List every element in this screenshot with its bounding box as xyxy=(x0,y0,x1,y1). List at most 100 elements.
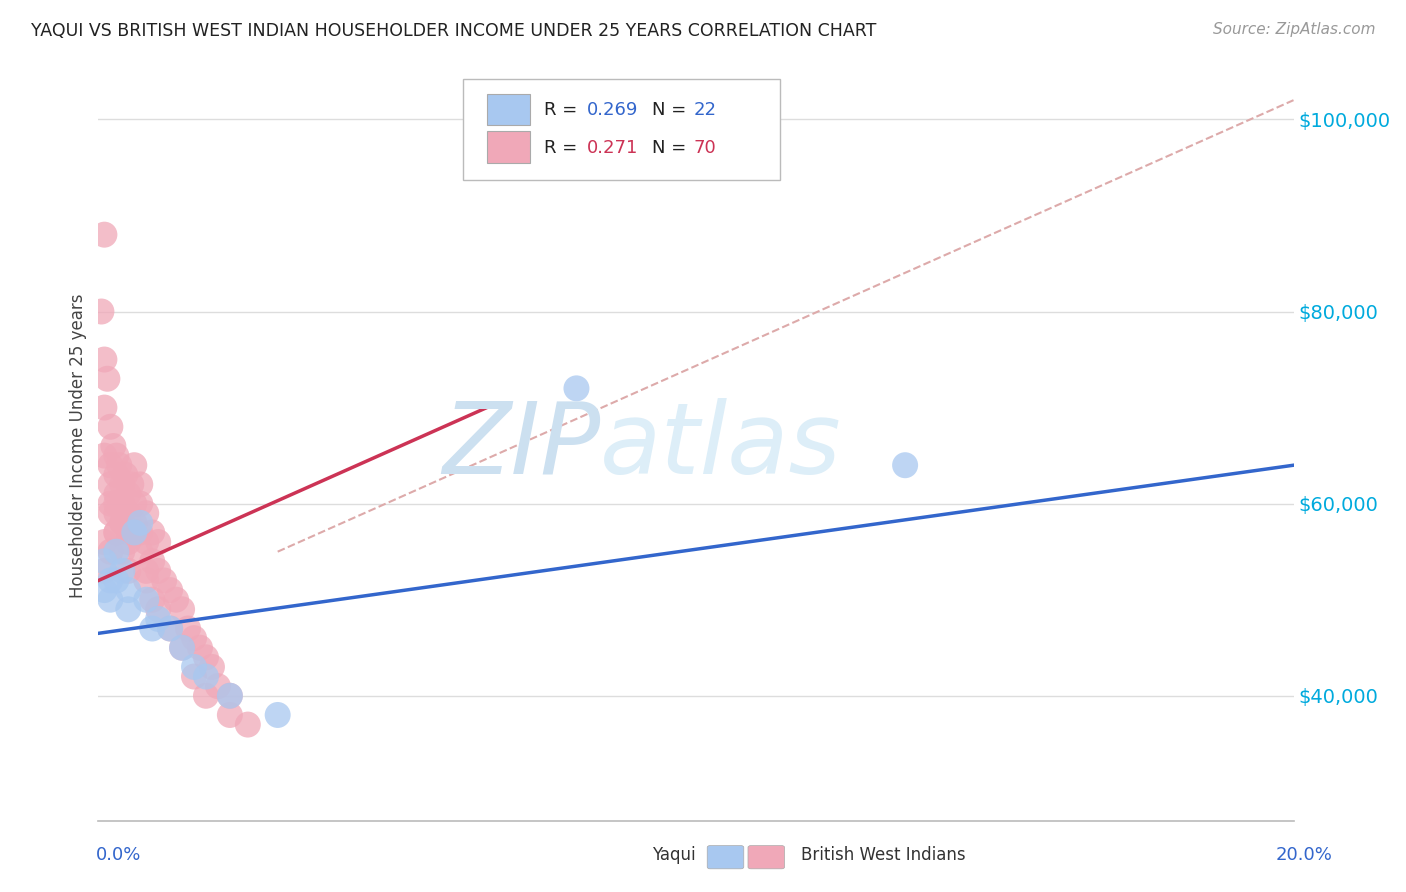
Point xyxy=(219,689,242,703)
Point xyxy=(159,583,181,598)
FancyBboxPatch shape xyxy=(486,131,530,162)
Point xyxy=(117,564,139,578)
Point xyxy=(183,660,205,674)
Point xyxy=(90,304,112,318)
Text: 20.0%: 20.0% xyxy=(1277,846,1333,863)
Point xyxy=(141,622,163,636)
Point xyxy=(195,650,218,665)
Point xyxy=(105,449,128,463)
Point xyxy=(124,516,146,530)
Point xyxy=(93,554,115,568)
Point xyxy=(117,602,139,616)
Text: 0.269: 0.269 xyxy=(588,102,638,120)
Point xyxy=(135,535,157,549)
Point xyxy=(153,574,176,588)
Point xyxy=(117,535,139,549)
Point xyxy=(129,497,152,511)
Point xyxy=(111,564,134,578)
Point xyxy=(111,544,134,558)
Point xyxy=(159,622,181,636)
Point xyxy=(172,602,194,616)
Point xyxy=(105,544,128,558)
Text: 70: 70 xyxy=(693,139,716,157)
Point xyxy=(219,708,242,723)
Text: Source: ZipAtlas.com: Source: ZipAtlas.com xyxy=(1212,22,1375,37)
Point xyxy=(98,592,122,607)
Point xyxy=(98,506,122,520)
Point xyxy=(207,679,229,693)
Point xyxy=(267,708,290,723)
Point xyxy=(135,592,157,607)
Point xyxy=(236,717,259,731)
Point xyxy=(129,544,152,558)
Point xyxy=(98,544,122,558)
Text: R =: R = xyxy=(544,102,583,120)
Point xyxy=(93,401,115,415)
Point xyxy=(159,622,181,636)
Point xyxy=(565,381,588,395)
Point xyxy=(98,419,122,434)
Point xyxy=(129,516,152,530)
Point xyxy=(114,467,136,482)
Point xyxy=(135,574,157,588)
Text: 0.0%: 0.0% xyxy=(96,846,141,863)
Point xyxy=(172,640,194,655)
Point xyxy=(105,525,128,540)
Point xyxy=(117,487,139,501)
Point xyxy=(148,564,170,578)
Point xyxy=(93,583,115,598)
Text: Yaqui: Yaqui xyxy=(652,846,696,863)
Point xyxy=(124,525,146,540)
Point xyxy=(165,592,187,607)
FancyBboxPatch shape xyxy=(486,94,530,125)
Point xyxy=(195,669,218,683)
Point xyxy=(183,669,205,683)
Point xyxy=(98,497,122,511)
Point xyxy=(141,554,163,568)
Text: R =: R = xyxy=(544,139,583,157)
Point xyxy=(93,449,115,463)
Point xyxy=(111,516,134,530)
Point xyxy=(105,467,128,482)
Point xyxy=(124,497,146,511)
Y-axis label: Householder Income Under 25 years: Householder Income Under 25 years xyxy=(69,293,87,599)
Point xyxy=(111,516,134,530)
Point xyxy=(98,477,122,491)
Point xyxy=(148,535,170,549)
Point xyxy=(93,227,115,242)
Point xyxy=(201,660,224,674)
Point xyxy=(141,525,163,540)
Point xyxy=(129,525,152,540)
Point xyxy=(148,602,170,616)
Point xyxy=(105,506,128,520)
Point xyxy=(172,640,194,655)
Text: atlas: atlas xyxy=(600,398,842,494)
Point xyxy=(219,689,242,703)
Point xyxy=(894,458,917,473)
FancyBboxPatch shape xyxy=(463,78,780,180)
Point xyxy=(93,352,115,367)
Point xyxy=(105,525,128,540)
Text: ZIP: ZIP xyxy=(441,398,600,494)
Point xyxy=(129,477,152,491)
Point xyxy=(135,506,157,520)
Text: British West Indians: British West Indians xyxy=(801,846,966,863)
Point xyxy=(117,525,139,540)
Text: YAQUI VS BRITISH WEST INDIAN HOUSEHOLDER INCOME UNDER 25 YEARS CORRELATION CHART: YAQUI VS BRITISH WEST INDIAN HOUSEHOLDER… xyxy=(31,22,876,40)
Point xyxy=(93,564,115,578)
Point xyxy=(183,631,205,645)
Point xyxy=(93,535,115,549)
Point xyxy=(96,372,118,386)
Point xyxy=(120,477,142,491)
Point xyxy=(98,458,122,473)
Point xyxy=(105,487,128,501)
Point xyxy=(117,583,139,598)
Point xyxy=(195,689,218,703)
Point xyxy=(188,640,211,655)
Text: 0.271: 0.271 xyxy=(588,139,638,157)
Point xyxy=(108,458,131,473)
Point xyxy=(98,574,122,588)
Point xyxy=(111,497,134,511)
Point xyxy=(105,574,128,588)
Text: N =: N = xyxy=(652,139,692,157)
